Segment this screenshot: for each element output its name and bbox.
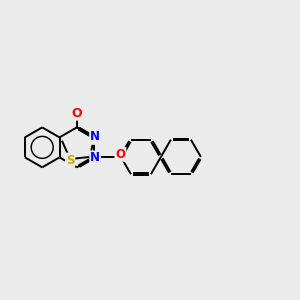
Text: N: N: [90, 130, 100, 143]
Text: O: O: [71, 107, 82, 120]
Text: N: N: [90, 152, 100, 164]
Text: S: S: [66, 154, 74, 166]
Text: N: N: [91, 131, 101, 144]
Text: O: O: [116, 148, 125, 161]
